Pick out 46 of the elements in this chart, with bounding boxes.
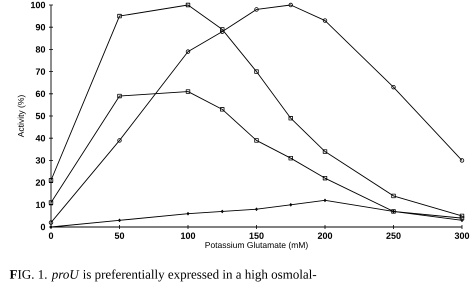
x-axis-title: Potassium Glutamate (mM) [205,242,308,250]
point [391,84,396,90]
point [322,18,328,23]
y-tick-label: 50 [36,112,46,120]
y-tick-label: 30 [36,157,46,164]
x-tick-label: 200 [318,232,332,239]
y-axis-title: Activity (%) [18,95,26,138]
point [220,107,224,112]
y-tick-label: 60 [36,90,46,97]
x-tick-label: 150 [250,232,264,239]
point [254,138,259,143]
point [322,176,328,180]
point [288,156,293,160]
y-tick-label: 10 [36,202,46,208]
point [391,194,396,198]
y-tick-label: 100 [31,2,46,8]
x-tick-label: 100 [181,232,196,239]
x-tick-label: 300 [454,232,470,239]
point [186,49,190,54]
y-tick-label: 80 [36,46,46,53]
y-tick-label: 0 [40,224,46,230]
point [324,198,326,202]
point [186,212,190,216]
text: FIG. 1. proU is preferentially expressed in a high osmolal- [10,270,316,282]
point [186,89,190,94]
y-tick-label: 20 [36,179,46,186]
point [288,116,293,120]
point [254,69,259,74]
point [117,94,122,98]
point [118,218,121,222]
point [255,208,258,211]
point [220,27,224,32]
x-tick-label: 250 [386,232,401,239]
y-tick-label: 40 [36,135,46,142]
x-tick-label: 0 [48,232,54,239]
x-tick-label: 50 [114,232,124,239]
point [220,210,224,214]
point [117,138,122,143]
y-tick-label: 70 [36,68,46,75]
point [254,7,259,12]
point [186,2,190,8]
point [322,149,328,154]
point [117,14,122,18]
point [288,2,293,8]
point [289,203,292,206]
y-tick-label: 90 [36,24,46,30]
